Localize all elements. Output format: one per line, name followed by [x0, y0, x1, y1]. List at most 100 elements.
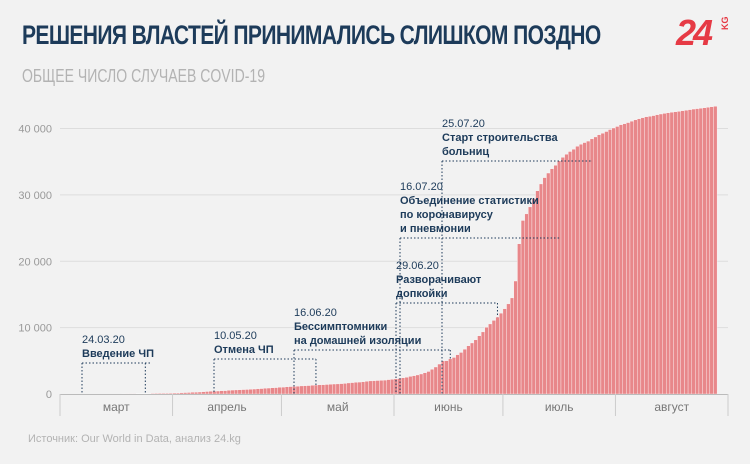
- bar: [488, 323, 493, 395]
- bar: [234, 389, 239, 395]
- bar: [557, 160, 562, 395]
- x-tick-label: март: [103, 400, 130, 414]
- bar: [713, 106, 718, 395]
- bar: [644, 116, 649, 395]
- bar: [611, 127, 616, 395]
- bar: [419, 373, 424, 395]
- bar: [350, 382, 355, 395]
- bar: [281, 386, 286, 395]
- bar: [502, 308, 507, 395]
- bar: [183, 392, 188, 395]
- bar: [477, 335, 482, 395]
- chart-subtitle: ОБЩЕЕ ЧИСЛО СЛУЧАЕВ COVID-19: [22, 66, 266, 86]
- bar: [676, 111, 681, 395]
- annotation-date: 24.03.20: [82, 334, 125, 346]
- bar: [571, 149, 576, 395]
- annotation-text: Бессимптомники: [294, 321, 387, 333]
- bar: [154, 393, 159, 395]
- bar: [274, 387, 279, 395]
- bar: [589, 138, 594, 395]
- annotation-text: на домашней изоляции: [294, 335, 421, 347]
- bar: [230, 389, 235, 395]
- bar: [303, 385, 308, 395]
- bar: [266, 387, 271, 395]
- bar: [517, 243, 522, 395]
- y-tick-label: 10 000: [18, 323, 52, 335]
- bar: [288, 386, 293, 395]
- bar: [321, 384, 326, 395]
- bar: [284, 386, 289, 395]
- annotation: 16.07.20 Объединение статистики по коронав…: [399, 181, 560, 394]
- bar: [244, 389, 249, 395]
- bar: [328, 384, 333, 395]
- bar: [437, 363, 442, 395]
- bar: [444, 360, 449, 395]
- bar: [560, 157, 565, 395]
- annotation-date: 29.06.20: [396, 260, 439, 272]
- annotation: 29.06.20 Разворачивают допкойки: [395, 260, 498, 394]
- bar: [190, 392, 195, 395]
- bar: [422, 372, 427, 395]
- x-tick-label: июнь: [434, 400, 463, 414]
- bar: [306, 385, 311, 395]
- bar: [593, 136, 598, 395]
- annotation-text: больниц: [442, 146, 489, 158]
- bar: [397, 378, 402, 395]
- bar: [404, 377, 409, 395]
- bar: [709, 106, 714, 395]
- bar: [626, 122, 631, 395]
- bar: [194, 391, 199, 395]
- bar: [462, 348, 467, 395]
- bar-series: [121, 106, 718, 395]
- bar: [208, 391, 213, 395]
- bar: [335, 383, 340, 395]
- bar: [401, 377, 406, 395]
- bar: [662, 113, 667, 395]
- bar: [658, 113, 663, 395]
- y-axis-ticks: 0 10 000 20 000 30 000 40 000: [18, 124, 52, 401]
- annotation-text: Разворачивают: [396, 274, 482, 286]
- bar: [168, 392, 173, 395]
- bar: [342, 383, 347, 395]
- bar: [259, 388, 264, 395]
- bar: [582, 142, 587, 395]
- source-note: Источник: Our World in Data, анализ 24.k…: [28, 433, 241, 445]
- bar: [622, 123, 627, 395]
- annotation-date: 16.07.20: [400, 181, 443, 193]
- bar: [484, 327, 489, 395]
- bar: [524, 213, 529, 395]
- bar: [205, 391, 210, 395]
- bar: [408, 376, 413, 395]
- bar: [691, 108, 696, 395]
- bar: [549, 168, 554, 395]
- bar: [459, 352, 464, 395]
- bar: [226, 390, 231, 395]
- bar: [197, 391, 202, 395]
- x-tick-label: июль: [545, 400, 574, 414]
- bar: [553, 165, 558, 395]
- bar: [430, 369, 435, 395]
- bar: [361, 381, 366, 395]
- bar: [299, 385, 304, 395]
- annotation-text: Введение ЧП: [82, 348, 154, 360]
- bar: [270, 387, 275, 395]
- annotation-text: и пневмонии: [400, 223, 471, 235]
- brand-logo[interactable]: 24 KG: [676, 12, 732, 56]
- bar: [252, 388, 257, 395]
- bar: [455, 354, 460, 395]
- bar: [706, 107, 711, 395]
- x-axis: март апрель май июнь июль август: [59, 394, 729, 416]
- annotation: 16.06.20 Бессимптомники на домашней изоляц…: [293, 307, 451, 394]
- y-tick-label: 30 000: [18, 190, 52, 202]
- annotation: 24.03.20 Введение ЧП: [81, 334, 154, 394]
- bar: [248, 389, 253, 395]
- annotation-text: по коронавирусу: [400, 209, 494, 221]
- bar: [411, 375, 416, 395]
- bar: [339, 383, 344, 395]
- bar: [313, 384, 318, 395]
- y-tick-label: 20 000: [18, 256, 52, 268]
- bar: [669, 112, 674, 395]
- bar: [600, 133, 605, 395]
- bar: [473, 339, 478, 395]
